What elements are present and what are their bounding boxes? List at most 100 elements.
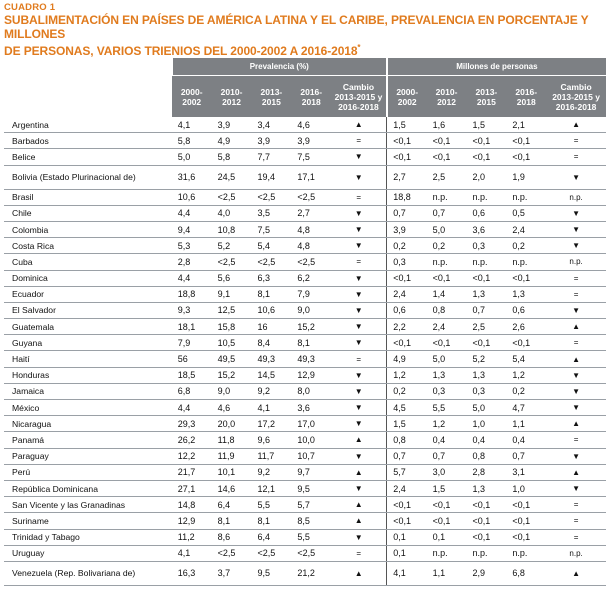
prevalence-value: 5,8 <box>211 148 252 166</box>
millions-value: n.p. <box>506 189 547 206</box>
prevalence-value: 8,0 <box>291 383 332 401</box>
millions-value: 1,2 <box>386 367 427 384</box>
millions-value: 1,0 <box>506 480 547 498</box>
table-row: Haití 56 49,5 49,3 49,3 = 4,9 5,0 5,2 5,4 ▲ <box>4 350 606 368</box>
prevalence-value: 9,0 <box>291 302 332 320</box>
prevalence-value: 10,8 <box>211 221 252 239</box>
millions-value: n.p. <box>466 189 507 206</box>
prevalence-value: 49,3 <box>291 350 332 368</box>
prevalence-value: 11,8 <box>211 431 252 449</box>
table-row: Perú 21,7 10,1 9,2 9,7 ▲ 5,7 3,0 2,8 3,1 ▲ <box>4 464 606 481</box>
prevalence-value: 10,6 <box>171 189 212 206</box>
prevalence-value: 6,3 <box>251 270 292 287</box>
millions-value: <0,1 <box>426 496 467 514</box>
millions-value: 2,4 <box>386 480 427 498</box>
millions-value: 5,5 <box>426 399 467 417</box>
country-name: Brasil <box>4 189 172 206</box>
millions-value: 0,7 <box>426 448 467 465</box>
prevalence-value: 31,6 <box>171 165 212 190</box>
table-row: Bolivia (Estado Plurinacional de) 31,6 24,… <box>4 165 606 190</box>
prevalence-value: <2,5 <box>291 253 332 271</box>
millions-change: ▼ <box>546 480 606 498</box>
prevalence-value: 12,9 <box>171 512 212 530</box>
prevalence-value: 9,3 <box>171 302 212 320</box>
prevalence-value: 7,9 <box>291 286 332 303</box>
millions-value: <0,1 <box>506 512 547 530</box>
prevalence-value: 20,0 <box>211 415 252 433</box>
country-name: Belice <box>4 148 172 166</box>
prevalence-value: 4,0 <box>211 205 252 222</box>
millions-change: = <box>546 431 606 449</box>
millions-value: 0,6 <box>506 302 547 320</box>
prevalence-value: 16,3 <box>171 561 212 586</box>
prevalence-value: 12,5 <box>211 302 252 320</box>
millions-value: 0,1 <box>386 545 427 562</box>
millions-value: 2,5 <box>466 318 507 336</box>
millions-change: ▼ <box>546 205 606 222</box>
millions-value: 0,2 <box>506 237 547 255</box>
prevalence-change: = <box>331 253 387 271</box>
country-name: Trinidad y Tabago <box>4 529 172 546</box>
country-name: Suriname <box>4 512 172 530</box>
millions-value: 0,4 <box>506 431 547 449</box>
prevalence-value: 6,8 <box>171 383 212 401</box>
table-row: República Dominicana 27,1 14,6 12,1 9,5 ▼ 2,4 1… <box>4 480 606 498</box>
millions-value: 2,0 <box>466 165 507 190</box>
prevalence-value: 10,5 <box>211 334 252 352</box>
prevalence-value: <2,5 <box>211 545 252 562</box>
prevalence-value: 17,1 <box>291 165 332 190</box>
prevalence-value: 3,9 <box>251 132 292 150</box>
millions-value: 1,1 <box>426 561 467 586</box>
table-row: Costa Rica 5,3 5,2 5,4 4,8 ▼ 0,2 0,2 0,3 0,2 ▼ <box>4 237 606 255</box>
prevalence-value: 7,5 <box>291 148 332 166</box>
country-name: Paraguay <box>4 448 172 465</box>
millions-value: 2,1 <box>506 117 547 134</box>
prevalence-value: 18,5 <box>171 367 212 384</box>
millions-value: 3,6 <box>466 221 507 239</box>
millions-value: <0,1 <box>386 132 427 150</box>
prevalence-change: ▲ <box>331 464 387 481</box>
prevalence-value: 21,7 <box>171 464 212 481</box>
table-row: Brasil 10,6 <2,5 <2,5 <2,5 = 18,8 n.p. n.p. n.p. n… <box>4 189 606 206</box>
prevalence-value: 18,8 <box>171 286 212 303</box>
millions-value: 5,0 <box>426 350 467 368</box>
prevalence-value: 3,7 <box>211 561 252 586</box>
prevalence-change: ▼ <box>331 165 387 190</box>
millions-change: = <box>546 286 606 303</box>
millions-value: 0,3 <box>466 237 507 255</box>
country-name: San Vicente y las Granadinas <box>4 496 172 514</box>
table-row: Belice 5,0 5,8 7,7 7,5 ▼ <0,1 <0,1 <0,1 <0,1 = <box>4 148 606 166</box>
millions-value: <0,1 <box>506 132 547 150</box>
millions-group-header: Millones de personas <box>385 58 606 76</box>
prevalence-value: 4,4 <box>171 270 212 287</box>
millions-value: n.p. <box>506 545 547 562</box>
millions-value: 18,8 <box>386 189 427 206</box>
millions-value: 0,7 <box>506 448 547 465</box>
header-blank-cell <box>4 58 172 76</box>
prevalence-value: 12,2 <box>171 448 212 465</box>
prevalence-value: 5,5 <box>251 496 292 514</box>
prevalence-value: 56 <box>171 350 212 368</box>
prevalence-change: ▼ <box>331 286 387 303</box>
prevalence-value: 10,1 <box>211 464 252 481</box>
millions-value: <0,1 <box>386 148 427 166</box>
millions-value: <0,1 <box>426 132 467 150</box>
prevalence-value: 5,5 <box>291 529 332 546</box>
prevalence-change: = <box>331 132 387 150</box>
millions-value: 0,5 <box>506 205 547 222</box>
prevalence-value: 11,2 <box>171 529 212 546</box>
table-row: Colombia 9,4 10,8 7,5 4,8 ▼ 3,9 5,0 3,6 2,4 ▼ <box>4 221 606 239</box>
prevalence-value: <2,5 <box>291 189 332 206</box>
undernourishment-table: Prevalencia (%) Millones de personas 200… <box>4 58 606 586</box>
millions-value: 0,3 <box>386 253 427 271</box>
country-name: Colombia <box>4 221 172 239</box>
prevalence-value: 3,9 <box>291 132 332 150</box>
prevalence-change: ▼ <box>331 237 387 255</box>
millions-value: <0,1 <box>466 529 507 546</box>
millions-value: 1,1 <box>506 415 547 433</box>
prevalence-value: 7,5 <box>251 221 292 239</box>
millions-value: 0,7 <box>466 302 507 320</box>
prevalence-value: 4,1 <box>171 545 212 562</box>
prevalence-value: 8,1 <box>291 334 332 352</box>
col-p-change: Cambio 2013-2015 y 2016-2018 <box>331 75 387 117</box>
